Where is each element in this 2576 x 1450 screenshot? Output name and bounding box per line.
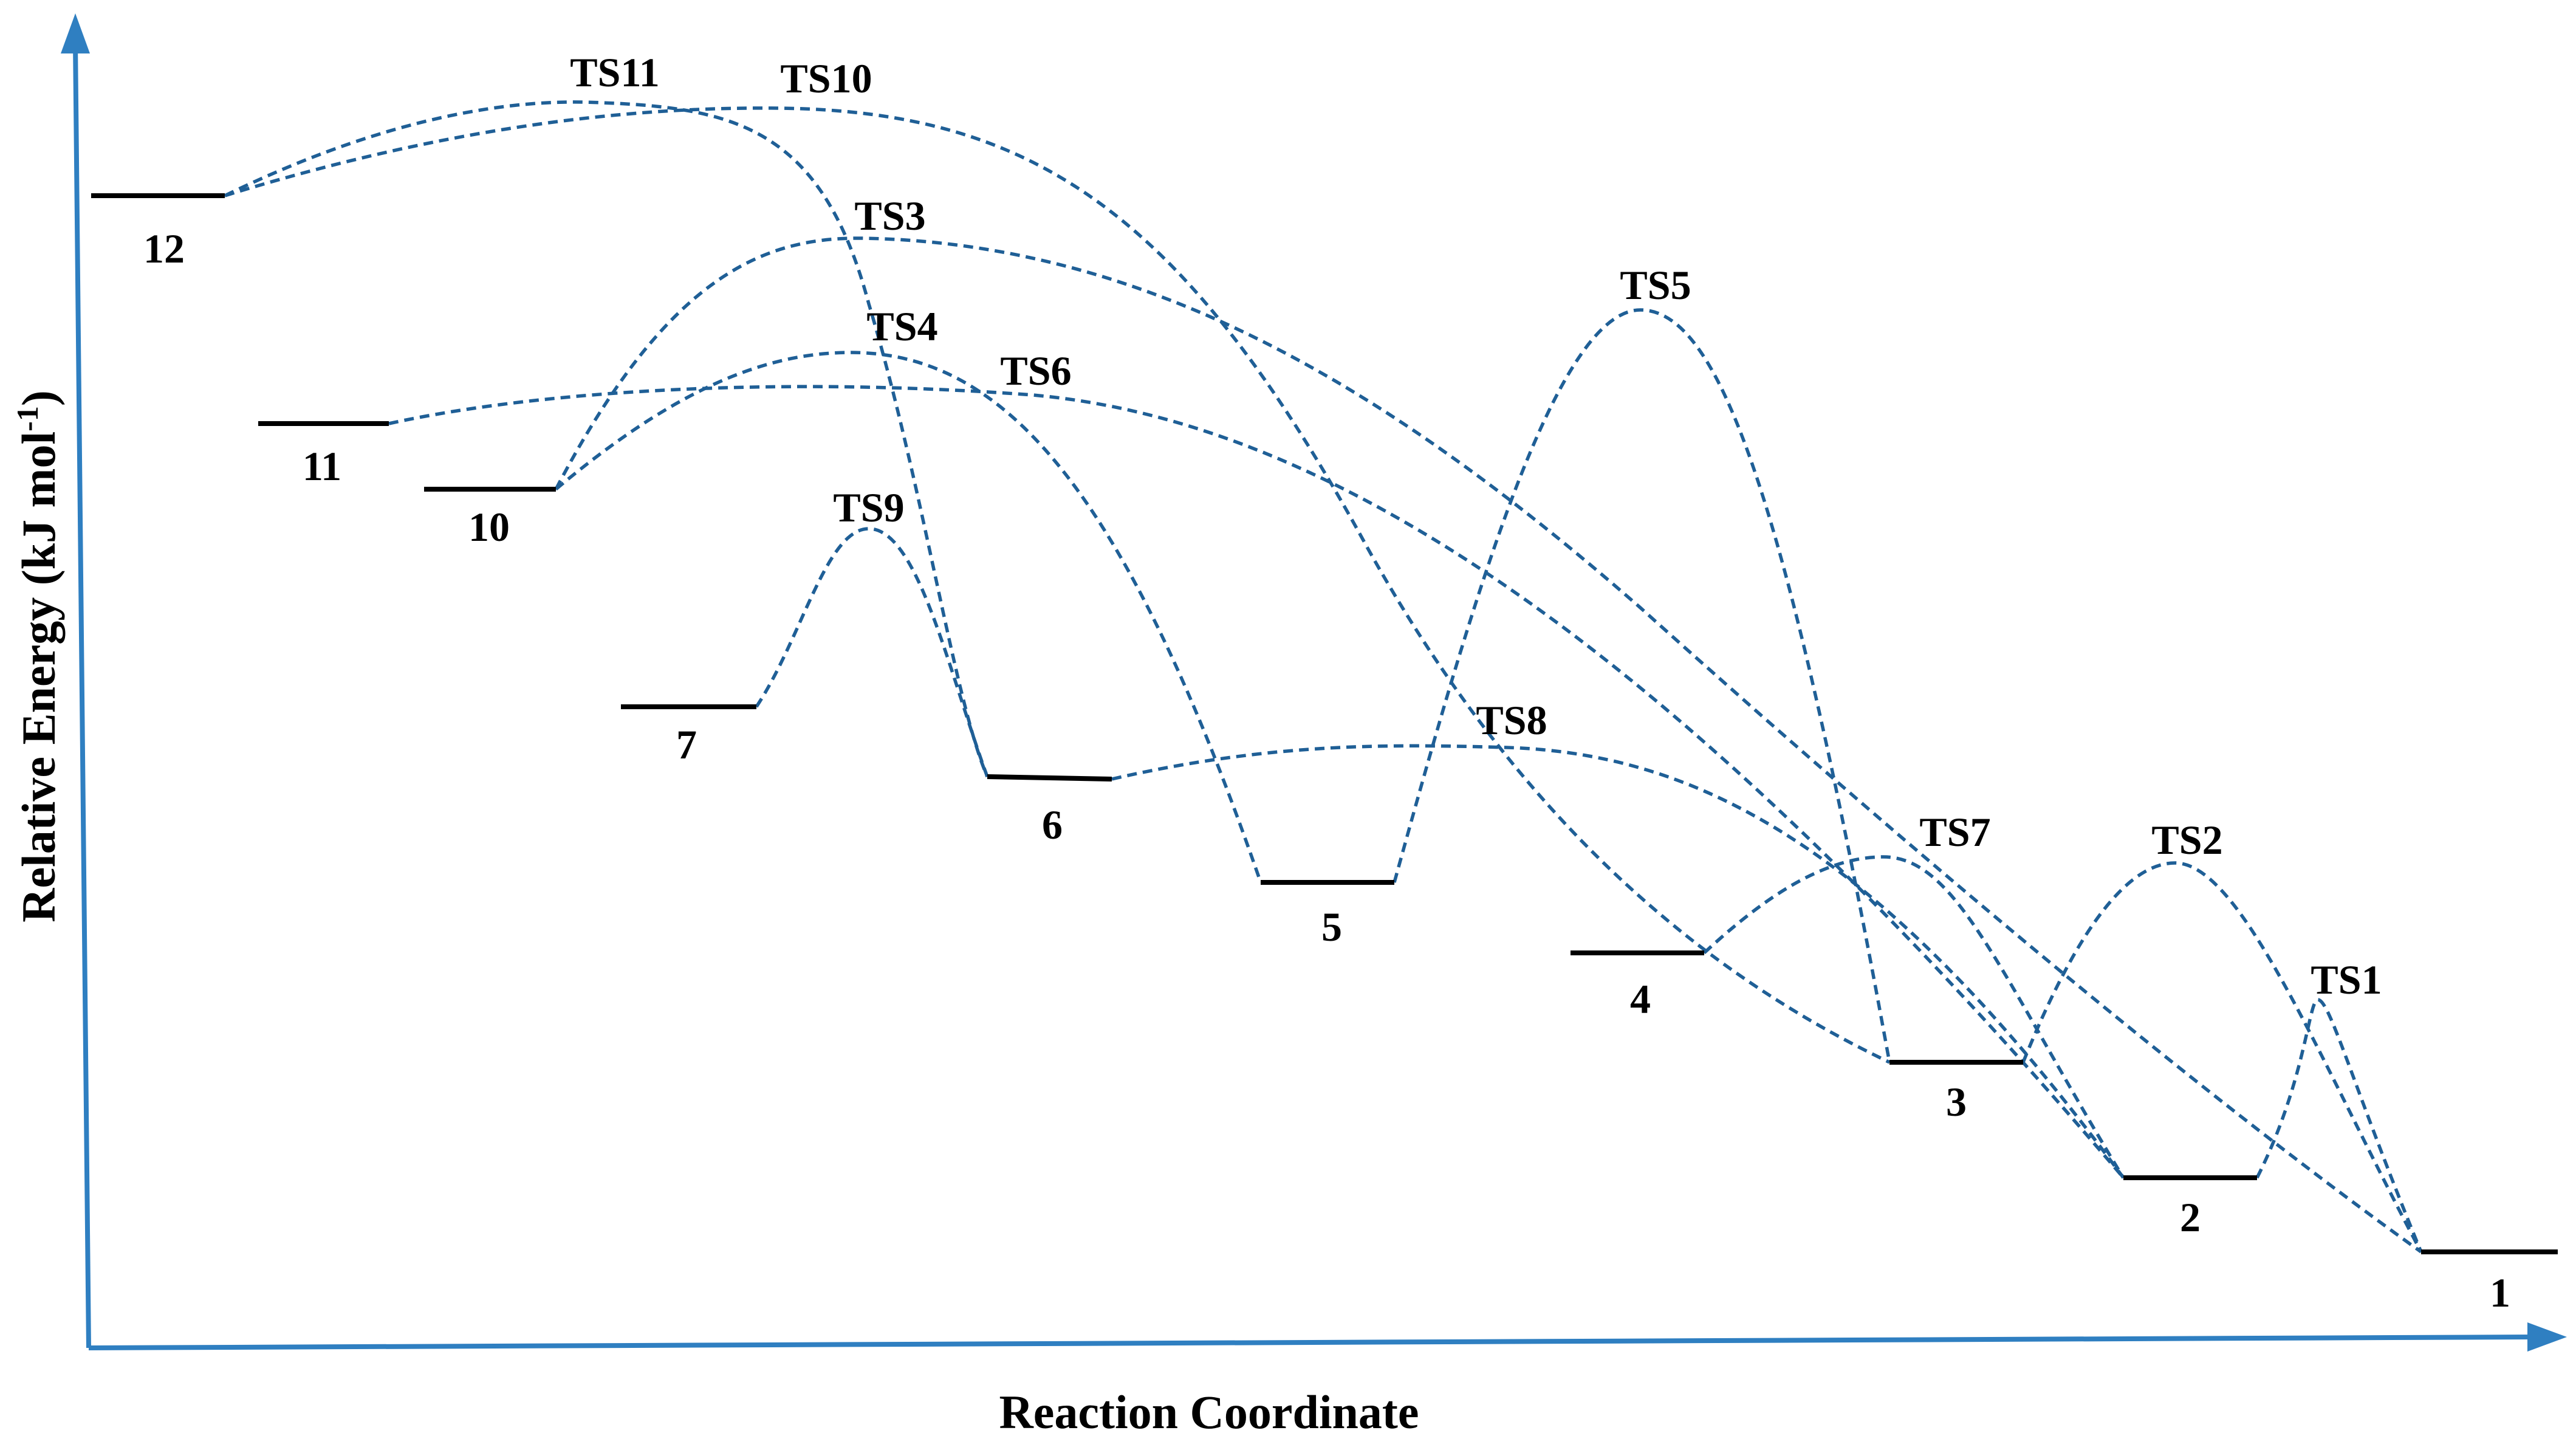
path-ts8 bbox=[1111, 744, 2125, 1179]
y-axis-title-superscript: -1 bbox=[10, 406, 44, 431]
label-ts3: TS3 bbox=[854, 193, 925, 239]
axes bbox=[61, 13, 2567, 1352]
label-min-5: 5 bbox=[1321, 904, 1342, 950]
label-min-11: 11 bbox=[303, 443, 341, 489]
path-ts9 bbox=[755, 527, 989, 777]
path-ts7 bbox=[1703, 855, 2125, 1179]
label-ts9: TS9 bbox=[833, 484, 904, 531]
minimum-labels: 12 11 10 7 6 5 4 3 2 1 bbox=[143, 225, 2510, 1316]
x-axis bbox=[88, 1335, 2534, 1350]
y-axis-arrow bbox=[61, 13, 90, 53]
label-ts8: TS8 bbox=[1476, 697, 1547, 743]
x-axis-title: Reaction Coordinate bbox=[999, 1386, 1419, 1438]
label-min-1: 1 bbox=[2490, 1270, 2510, 1316]
y-axis-title: Relative Energy (kJ mol-1) bbox=[10, 390, 65, 923]
label-ts2: TS2 bbox=[2151, 817, 2222, 863]
label-ts11: TS11 bbox=[570, 49, 659, 95]
path-ts6 bbox=[388, 385, 2125, 1179]
reaction-paths bbox=[224, 100, 2423, 1254]
x-axis-arrow bbox=[2527, 1322, 2567, 1352]
path-ts5 bbox=[1392, 308, 1891, 1063]
path-ts3 bbox=[554, 236, 2422, 1254]
transition-state-labels: TS1 TS2 TS3 TS4 TS5 TS6 TS7 TS8 TS9 TS10… bbox=[570, 49, 2382, 1003]
label-min-7: 7 bbox=[676, 721, 697, 768]
label-ts10: TS10 bbox=[780, 55, 872, 101]
label-ts1: TS1 bbox=[2311, 957, 2382, 1003]
path-ts11 bbox=[224, 100, 989, 778]
label-ts5: TS5 bbox=[1620, 262, 1691, 308]
path-ts2 bbox=[2021, 861, 2423, 1253]
y-axis-title-main: Relative Energy (kJ mol bbox=[12, 431, 65, 923]
label-min-2: 2 bbox=[2180, 1194, 2201, 1240]
y-axis-title-end: ) bbox=[12, 390, 65, 406]
label-min-4: 4 bbox=[1630, 976, 1651, 1022]
path-ts1 bbox=[2255, 998, 2423, 1253]
label-min-12: 12 bbox=[143, 225, 185, 272]
level-6 bbox=[987, 774, 1112, 782]
label-ts6: TS6 bbox=[1000, 348, 1071, 394]
y-axis bbox=[73, 42, 91, 1349]
label-min-3: 3 bbox=[1946, 1079, 1967, 1125]
label-ts4: TS4 bbox=[866, 303, 937, 349]
path-ts10 bbox=[224, 106, 1891, 1064]
label-ts7: TS7 bbox=[1919, 809, 1990, 855]
energy-levels bbox=[91, 193, 2558, 1254]
label-min-6: 6 bbox=[1042, 802, 1063, 848]
label-min-10: 10 bbox=[468, 504, 510, 550]
path-ts4 bbox=[555, 351, 1262, 883]
